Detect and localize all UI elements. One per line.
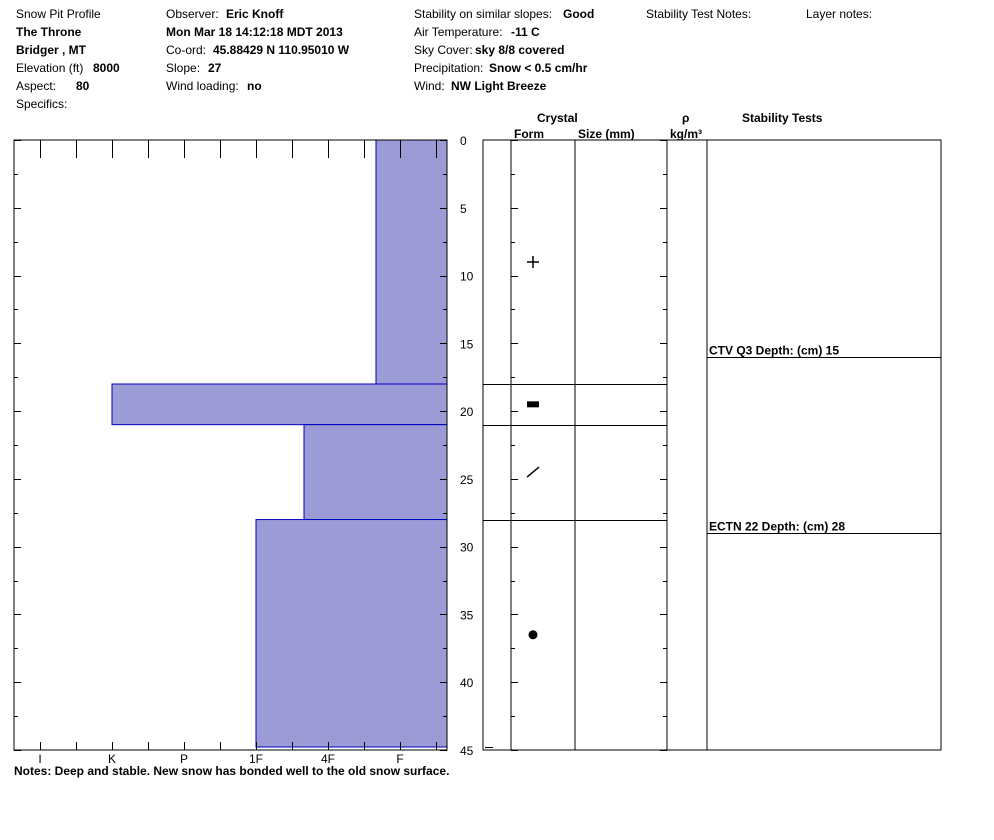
- depth-tick-label: 35: [460, 608, 474, 622]
- hardness-bar: [375, 139, 448, 385]
- slope-value: 27: [208, 61, 222, 75]
- coord-label: Co-ord:: [166, 43, 207, 57]
- pit-name: The Throne: [16, 25, 82, 39]
- depth-tick-label: 15: [460, 337, 474, 351]
- stability-test-label: ECTN 22 Depth: (cm) 28: [709, 520, 845, 534]
- layer-table-frame: [482, 139, 942, 751]
- stability-value: Good: [563, 7, 595, 21]
- crystal-fragments-icon: [526, 466, 540, 478]
- wind-loading-label: Wind loading:: [166, 79, 239, 93]
- depth-tick-label: 25: [460, 473, 474, 487]
- hardness-tick-label: P: [180, 752, 188, 766]
- depth-tick-label: 0: [460, 134, 467, 148]
- depth-tick-label: 5: [460, 202, 467, 216]
- stability-tests-header: Stability Tests: [742, 111, 823, 125]
- stability-test-notes-label: Stability Test Notes:: [646, 7, 752, 21]
- layer-notes-label: Layer notes:: [806, 7, 873, 21]
- crystal-rounds-icon: [528, 630, 538, 640]
- hardness-axis: I K P 1F 4F F: [38, 140, 437, 766]
- pit-location: Bridger , MT: [16, 43, 87, 57]
- precipitation-value: Snow < 0.5 cm/hr: [489, 61, 588, 75]
- wind-label: Wind:: [414, 79, 445, 93]
- wind-value: NW Light Breeze: [451, 79, 547, 93]
- slope-label: Slope:: [166, 61, 201, 75]
- elevation-label: Elevation (ft): [16, 61, 84, 75]
- density-unit-header: kg/m³: [670, 127, 703, 141]
- sky-cover-value: sky 8/8 covered: [475, 43, 565, 57]
- elevation-value: 8000: [93, 61, 120, 75]
- observer-value: Eric Knoff: [226, 7, 284, 21]
- layer-table: CTV Q3 Depth: (cm) 15 ECTN 22 Depth: (cm)…: [483, 256, 941, 640]
- crystal-header: Crystal: [537, 111, 578, 125]
- stability-label: Stability on similar slopes:: [414, 7, 553, 21]
- hardness-tick-label: 4F: [321, 752, 335, 766]
- hardness-tick-label: I: [38, 752, 41, 766]
- crystal-crust-icon: [527, 401, 539, 408]
- hardness-tick-label: K: [108, 752, 116, 766]
- chart-frames: [13, 139, 942, 751]
- sky-cover-label: Sky Cover:: [414, 43, 473, 57]
- hardness-profile: [111, 139, 448, 748]
- hardness-bar: [255, 519, 448, 748]
- stability-test-label: CTV Q3 Depth: (cm) 15: [709, 344, 839, 358]
- depth-tick-label: 20: [460, 405, 474, 419]
- profile-notes: Notes: Deep and stable. New snow has bon…: [14, 764, 450, 778]
- hardness-tick-label: 1F: [249, 752, 263, 766]
- depth-tick-label: 40: [460, 676, 474, 690]
- wind-loading-value: no: [247, 79, 262, 93]
- form-header: Form: [514, 127, 544, 141]
- depth-tick-label: 45: [460, 744, 474, 758]
- size-header: Size (mm): [578, 127, 635, 141]
- observer-label: Observer:: [166, 7, 219, 21]
- depth-axis: 0 5 10 15 20 25 30 35 40 45: [14, 134, 667, 758]
- page-title: Snow Pit Profile: [16, 7, 101, 21]
- precipitation-label: Precipitation:: [414, 61, 484, 75]
- aspect-label: Aspect:: [16, 79, 57, 93]
- air-temp-value: -11 C: [511, 25, 540, 39]
- air-temp-label: Air Temperature:: [414, 25, 503, 39]
- depth-tick-label: 30: [460, 541, 474, 555]
- observation-datetime: Mon Mar 18 14:12:18 MDT 2013: [166, 25, 343, 39]
- coord-value: 45.88429 N 110.95010 W: [213, 43, 350, 57]
- aspect-value: 80: [76, 79, 90, 93]
- hardness-bar: [111, 383, 448, 426]
- hardness-bar: [303, 424, 448, 521]
- specifics-label: Specifics:: [16, 97, 68, 111]
- crystal-new-snow-icon: [527, 256, 539, 268]
- density-symbol-header: ρ: [682, 111, 690, 125]
- depth-tick-label: 10: [460, 270, 474, 284]
- hardness-tick-label: F: [396, 752, 403, 766]
